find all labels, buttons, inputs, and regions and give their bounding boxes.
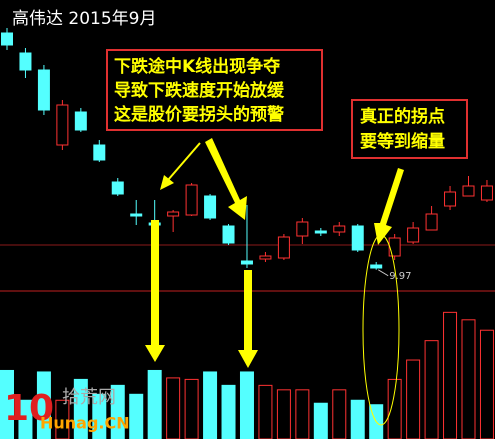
volume-bar [387,378,402,439]
candle-body [351,225,364,251]
candle-body [222,225,235,244]
candle-body [111,181,124,195]
candle-body [259,255,272,260]
volume-bar [221,384,236,439]
volume-bar [55,399,70,439]
logo-number: 10 [4,388,54,429]
candle-body [93,144,106,161]
candle-body [74,111,87,131]
logo-url: Hunag.CN [40,414,130,433]
volume-bar [276,389,291,439]
low-pointer [377,269,389,277]
candle-body [407,227,420,243]
volume-bar [18,399,33,439]
volume-bar [239,371,254,439]
volume-bar [184,378,199,439]
candle-body [480,185,493,201]
volume-bar [36,371,51,439]
volume-bar [166,377,181,439]
candle-body [204,195,217,219]
candle-body [240,260,253,265]
candle-body [444,191,457,207]
volume-bar [203,371,218,439]
candle-body [185,184,198,216]
arrows [145,138,404,368]
volume-bar [443,311,458,439]
candle-body [333,225,346,233]
annotation-box [351,99,468,159]
candle-body [277,236,290,259]
candle-body [296,221,309,237]
candle-body [37,69,50,111]
volume-bar [479,329,494,439]
volume-bar [313,402,328,439]
volume-bar [147,369,162,439]
candle-body [167,211,180,217]
volume-bar [461,319,476,439]
annotation-text: 下跌途中K线出现争夺 [114,56,281,77]
volume-bar [295,389,310,439]
annotation-text: 要等到缩量 [360,131,445,152]
candle-body [19,52,32,71]
annotation-text: 真正的拐点 [360,106,445,127]
highlight-ellipse [362,234,400,426]
annotation-text: 这是股价要拐头的预警 [114,104,284,125]
volume-bar [406,359,421,439]
candle-body [1,32,13,46]
candle-body [425,213,438,231]
volume-bar [332,389,347,439]
candle-body [370,264,383,269]
low-label: 9.97 [389,271,411,282]
volume-bar [350,399,365,439]
annotation-box [106,49,323,131]
annotation-text: 导致下跌速度开始放缓 [114,80,285,101]
candle-body [388,237,401,257]
chart-title: 高伟达 2015年9月 [12,9,156,29]
candle-body [130,213,143,217]
volume-bar [129,393,144,439]
candle-body [56,104,69,146]
candle-body [462,185,475,197]
candle-body [314,230,327,234]
logo-name: 拾荒网 [62,387,116,408]
volume-bar [424,340,439,439]
volume-bar [258,384,273,439]
